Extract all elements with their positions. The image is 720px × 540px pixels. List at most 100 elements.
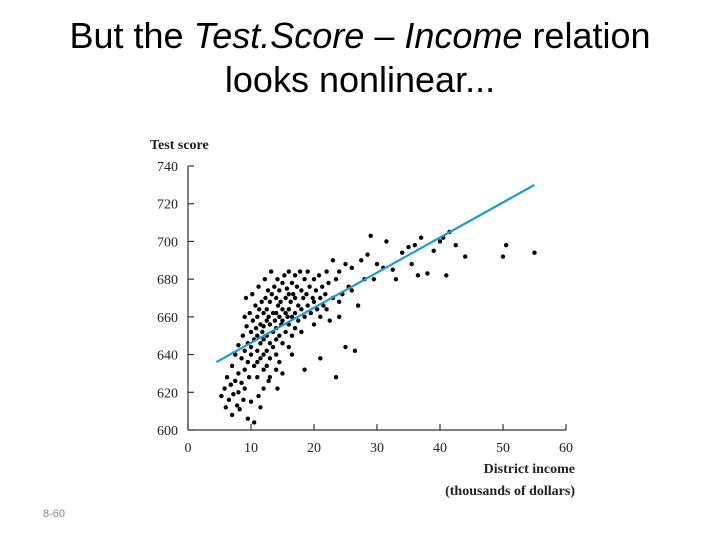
data-point bbox=[228, 382, 234, 387]
x-tick-label: 10 bbox=[244, 441, 258, 456]
data-point bbox=[261, 324, 266, 329]
data-point bbox=[289, 352, 295, 357]
data-point bbox=[313, 288, 319, 293]
x-tick-label: 40 bbox=[433, 441, 447, 456]
data-point bbox=[532, 250, 537, 255]
data-point bbox=[296, 303, 301, 308]
data-point bbox=[236, 371, 241, 376]
data-point bbox=[289, 333, 295, 338]
data-point bbox=[239, 356, 244, 361]
data-point bbox=[247, 310, 252, 316]
data-point bbox=[258, 356, 263, 361]
data-point bbox=[246, 375, 252, 380]
title-text-3: relation bbox=[522, 15, 651, 56]
data-point bbox=[242, 367, 247, 372]
data-point bbox=[286, 292, 291, 297]
data-point bbox=[337, 299, 342, 304]
data-point bbox=[264, 348, 269, 353]
data-point bbox=[311, 299, 317, 304]
data-point bbox=[412, 243, 417, 248]
data-point bbox=[277, 333, 282, 338]
x-tick-label: 50 bbox=[496, 441, 510, 456]
y-axis-title: Test score bbox=[150, 138, 209, 153]
data-point bbox=[463, 254, 468, 259]
data-point bbox=[243, 295, 249, 301]
data-point bbox=[292, 325, 298, 331]
data-point bbox=[233, 378, 238, 384]
data-point bbox=[337, 269, 342, 274]
data-point bbox=[267, 322, 273, 327]
data-point bbox=[308, 310, 314, 316]
data-point bbox=[259, 299, 264, 304]
data-point bbox=[393, 276, 399, 282]
regression-line-group bbox=[215, 183, 536, 364]
data-point bbox=[343, 261, 348, 267]
data-point bbox=[263, 295, 268, 301]
x-tick-label: 60 bbox=[559, 441, 573, 456]
data-point bbox=[292, 310, 298, 316]
data-point bbox=[292, 295, 298, 301]
data-point bbox=[326, 280, 331, 286]
data-point bbox=[258, 341, 263, 346]
data-point bbox=[374, 261, 380, 267]
data-point bbox=[285, 314, 290, 320]
data-point bbox=[286, 307, 291, 312]
data-point bbox=[267, 356, 273, 361]
data-point bbox=[282, 273, 287, 278]
data-point bbox=[231, 391, 236, 397]
data-point bbox=[267, 341, 273, 346]
data-point bbox=[242, 386, 247, 391]
data-point bbox=[324, 307, 329, 312]
data-point bbox=[310, 295, 315, 301]
data-point bbox=[253, 325, 259, 331]
data-point bbox=[248, 329, 254, 335]
data-point bbox=[248, 352, 254, 357]
data-point bbox=[311, 322, 317, 327]
x-tick-label: 30 bbox=[370, 441, 384, 456]
data-point bbox=[280, 280, 285, 286]
y-tick-label: 660 bbox=[157, 311, 178, 326]
data-point bbox=[248, 399, 254, 404]
data-point bbox=[261, 310, 266, 316]
data-point bbox=[444, 273, 449, 278]
data-point bbox=[245, 359, 251, 365]
x-axis-title-line-1: District income bbox=[484, 462, 575, 477]
data-point bbox=[266, 314, 271, 320]
data-point bbox=[304, 292, 309, 297]
data-point bbox=[418, 235, 424, 240]
data-point bbox=[286, 344, 291, 350]
data-point bbox=[242, 314, 247, 320]
chart-axes: 600 620 640 660 680 700 720 740 0 10 20 30 40 50 60 bbox=[157, 160, 573, 456]
data-point bbox=[294, 284, 300, 289]
data-point bbox=[251, 420, 257, 425]
data-point bbox=[261, 337, 266, 342]
data-point bbox=[262, 276, 268, 282]
data-point bbox=[266, 378, 271, 384]
data-point bbox=[268, 269, 274, 274]
title-italic-income: Income bbox=[404, 15, 523, 56]
data-point bbox=[277, 314, 282, 320]
data-point bbox=[299, 288, 304, 293]
data-point bbox=[256, 393, 261, 399]
data-point bbox=[253, 303, 258, 308]
data-point bbox=[400, 250, 405, 255]
data-point bbox=[264, 318, 269, 323]
data-point bbox=[500, 254, 506, 259]
data-point bbox=[274, 310, 279, 316]
y-tick-label: 740 bbox=[157, 160, 178, 175]
data-point bbox=[272, 318, 278, 323]
data-point bbox=[368, 233, 373, 238]
data-point bbox=[291, 292, 296, 297]
data-point bbox=[337, 314, 342, 320]
data-point bbox=[274, 295, 279, 301]
data-point bbox=[233, 352, 238, 357]
data-point bbox=[318, 295, 323, 301]
data-point bbox=[234, 403, 240, 408]
data-point bbox=[280, 341, 285, 346]
slide-number: 8-60 bbox=[43, 508, 66, 520]
data-point bbox=[355, 303, 361, 308]
data-point bbox=[237, 407, 242, 412]
data-point bbox=[255, 359, 260, 365]
data-point bbox=[244, 324, 249, 329]
data-point bbox=[296, 318, 301, 323]
